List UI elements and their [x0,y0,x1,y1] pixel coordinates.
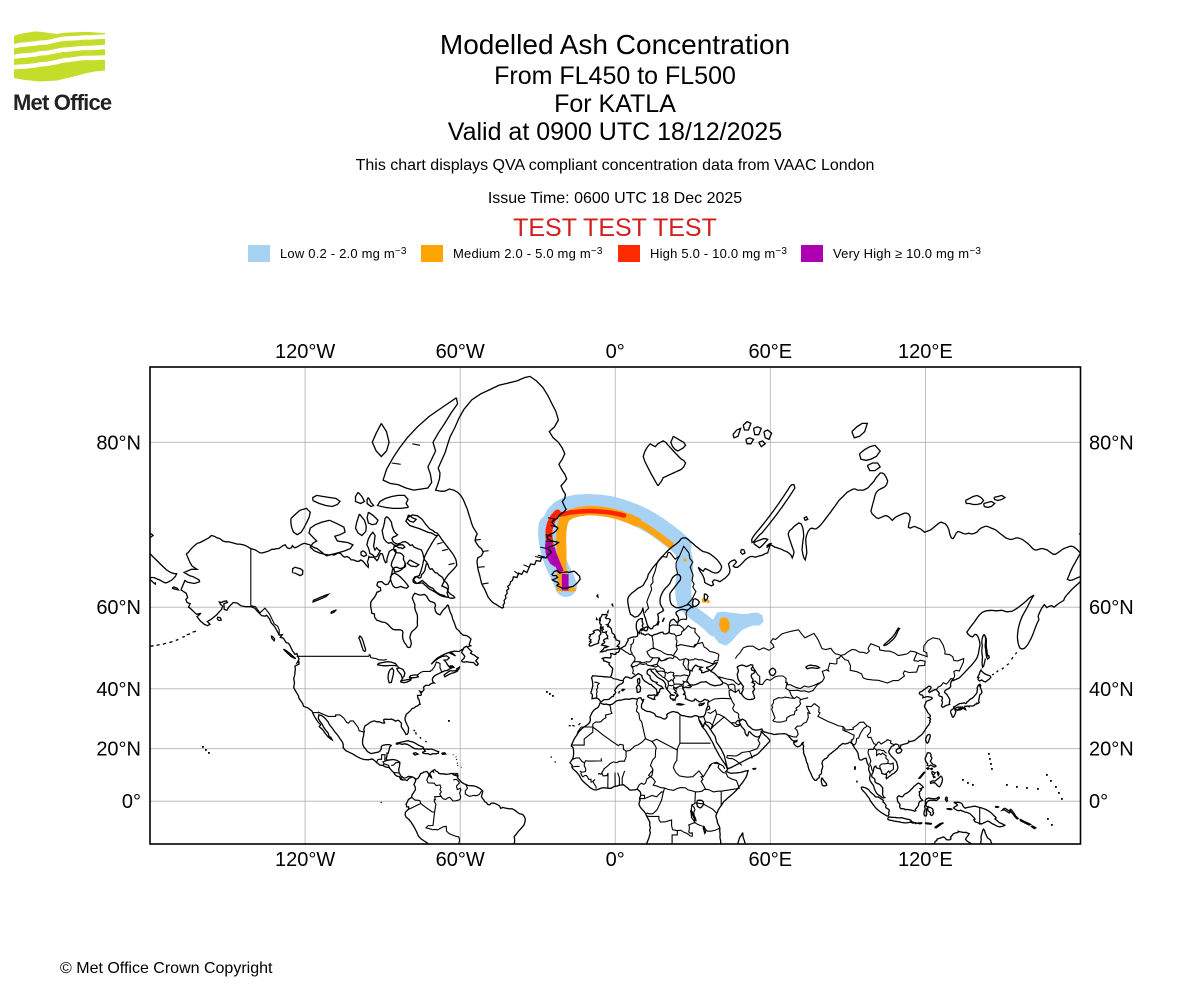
svg-text:0°: 0° [1089,791,1108,813]
svg-text:120°E: 120°E [898,341,953,363]
svg-text:60°W: 60°W [436,341,485,363]
svg-text:60°N: 60°N [1089,597,1134,619]
svg-text:40°N: 40°N [1089,679,1134,701]
svg-text:60°W: 60°W [436,849,485,871]
svg-text:0°: 0° [606,849,625,871]
svg-text:120°W: 120°W [275,341,335,363]
svg-text:120°E: 120°E [898,849,953,871]
svg-text:80°N: 80°N [96,432,141,454]
svg-text:20°N: 20°N [96,739,141,761]
svg-text:60°N: 60°N [96,597,141,619]
svg-text:120°W: 120°W [275,849,335,871]
svg-text:0°: 0° [122,791,141,813]
svg-text:80°N: 80°N [1089,432,1134,454]
svg-text:60°E: 60°E [749,341,793,363]
svg-text:0°: 0° [606,341,625,363]
svg-text:20°N: 20°N [1089,739,1134,761]
svg-text:60°E: 60°E [749,849,793,871]
svg-text:40°N: 40°N [96,679,141,701]
